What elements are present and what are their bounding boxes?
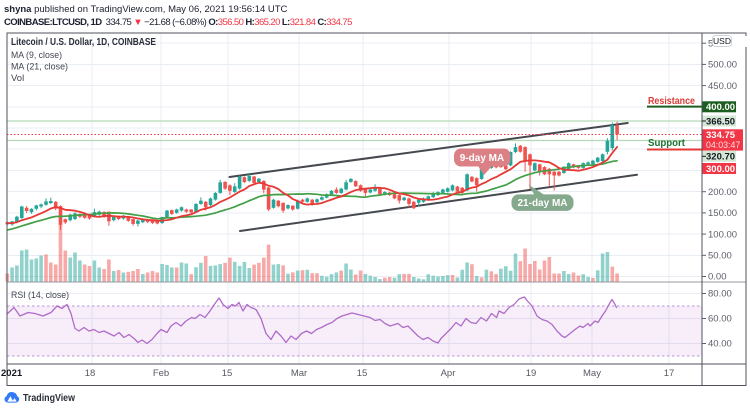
svg-text:TradingView: TradingView	[23, 392, 76, 404]
svg-text:Vol: Vol	[11, 73, 24, 84]
svg-text:366.50: 366.50	[706, 116, 735, 127]
svg-text:MA (9, close): MA (9, close)	[11, 50, 62, 61]
svg-text:18: 18	[85, 368, 96, 379]
svg-text:450.00: 450.00	[708, 81, 737, 92]
svg-text:17: 17	[664, 368, 675, 379]
svg-text:Feb: Feb	[153, 368, 169, 379]
svg-text:Resistance: Resistance	[648, 95, 695, 107]
svg-text:9-day MA: 9-day MA	[460, 153, 504, 164]
svg-text:100.00: 100.00	[708, 229, 737, 240]
svg-text:50.00: 50.00	[708, 251, 732, 262]
svg-text:334.75: 334.75	[706, 130, 736, 141]
svg-text:150.00: 150.00	[708, 208, 737, 219]
svg-text:0.00: 0.00	[708, 272, 727, 283]
svg-text:RSI (14, close): RSI (14, close)	[11, 290, 69, 301]
svg-text:May: May	[583, 368, 601, 379]
svg-text:500.00: 500.00	[708, 60, 737, 71]
svg-text:19: 19	[526, 368, 537, 379]
svg-text:Litecoin / U.S. Dollar, 1D, CO: Litecoin / U.S. Dollar, 1D, COINBASE	[11, 36, 156, 48]
svg-text:Support: Support	[648, 137, 685, 149]
svg-text:200.00: 200.00	[708, 187, 737, 198]
svg-text:40.00: 40.00	[708, 339, 732, 350]
svg-text:2021: 2021	[1, 368, 23, 379]
svg-text:15: 15	[222, 368, 233, 379]
svg-text:400.00: 400.00	[706, 102, 735, 113]
svg-text:Mar: Mar	[291, 368, 307, 379]
svg-text:60.00: 60.00	[708, 314, 732, 325]
svg-text:300.00: 300.00	[706, 164, 735, 175]
svg-text:320.70: 320.70	[706, 152, 735, 163]
svg-text:USD: USD	[713, 36, 731, 46]
svg-text:80.00: 80.00	[708, 289, 732, 300]
svg-text:21-day MA: 21-day MA	[517, 198, 567, 209]
svg-text:04:03:47: 04:03:47	[706, 140, 740, 150]
svg-text:15: 15	[357, 368, 368, 379]
svg-text:MA (21, close): MA (21, close)	[11, 62, 68, 73]
svg-text:Apr: Apr	[441, 368, 456, 379]
